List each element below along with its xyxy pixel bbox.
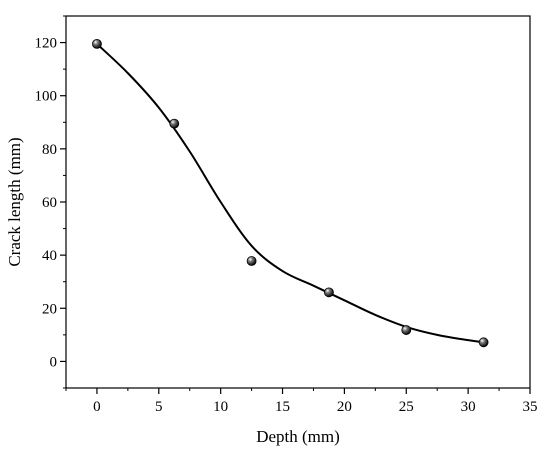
y-tick-label: 60 — [42, 195, 57, 211]
x-tick-label: 15 — [275, 399, 290, 415]
y-tick-label: 20 — [42, 301, 57, 317]
data-point — [246, 256, 257, 266]
x-tick-label: 5 — [155, 399, 163, 415]
y-tick-label: 100 — [35, 89, 58, 105]
data-point — [401, 325, 412, 335]
plot-frame — [65, 15, 531, 389]
data-point — [324, 287, 334, 298]
fit-curve — [96, 43, 484, 344]
x-tick-label: 35 — [523, 399, 538, 415]
y-tick-label: 40 — [42, 248, 57, 264]
y-axis-label: Crack length (mm) — [5, 137, 24, 266]
x-tick-label: 30 — [461, 399, 476, 415]
x-tick-label: 20 — [337, 399, 352, 415]
y-tick-label: 80 — [42, 142, 57, 158]
data-point — [92, 39, 102, 49]
x-tick-label: 0 — [93, 399, 101, 415]
y-tick-label: 120 — [35, 36, 58, 52]
y-tick-label: 0 — [50, 354, 58, 370]
data-point — [169, 118, 180, 129]
x-tick-label: 25 — [399, 399, 414, 415]
x-tick-label: 10 — [213, 399, 228, 415]
data-point — [478, 337, 489, 348]
x-axis-label: Depth (mm) — [256, 427, 340, 446]
